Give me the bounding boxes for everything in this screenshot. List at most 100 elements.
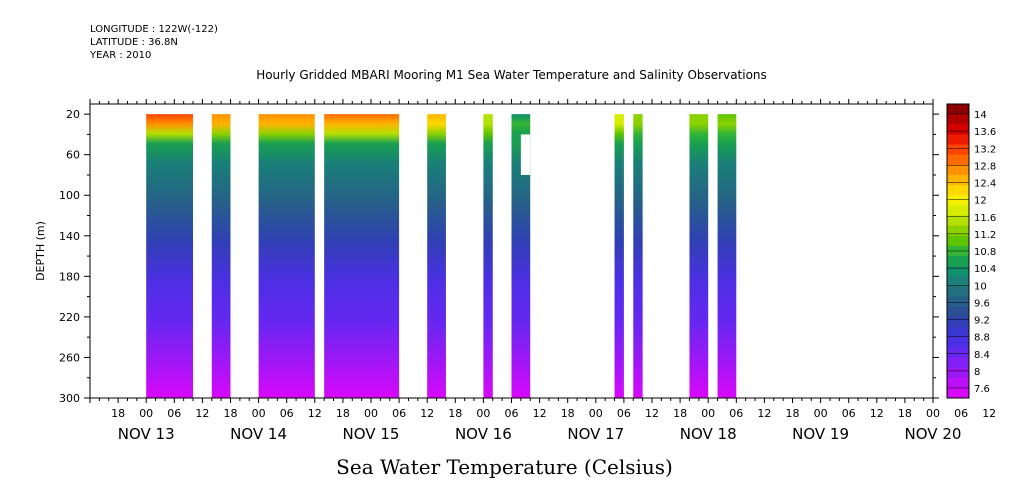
colorbar-swatch — [947, 195, 969, 206]
latitude-label: LATITUDE : 36.8N — [90, 37, 178, 48]
y-tick-label: 140 — [59, 230, 80, 243]
x-hour-tick-label: 18 — [786, 407, 800, 420]
colorbar-swatch — [947, 164, 969, 176]
colorbar-swatch — [947, 174, 969, 186]
colorbar-swatch — [947, 337, 969, 348]
data-segments — [146, 114, 737, 398]
x-day-label: NOV 13 — [118, 425, 175, 443]
y-tick-label: 260 — [59, 351, 80, 364]
colorbar-swatch — [947, 276, 969, 287]
data-segment — [427, 114, 446, 398]
colorbar-swatch — [947, 316, 969, 328]
data-segment — [258, 114, 315, 398]
y-tick-label: 20 — [66, 108, 80, 121]
colorbar-swatch — [947, 306, 969, 318]
colorbar-swatch — [947, 367, 969, 379]
colorbar-label: 12.8 — [974, 161, 996, 172]
data-segment — [211, 114, 231, 398]
colorbar-swatch — [947, 327, 969, 338]
colorbar-swatch — [947, 124, 969, 135]
colorbar-swatch — [947, 256, 969, 267]
x-hour-tick-label: 06 — [505, 407, 519, 420]
data-segment — [511, 114, 531, 398]
x-hour-tick-label: 06 — [954, 407, 968, 420]
data-gap — [520, 134, 531, 175]
x-hour-tick-label: 12 — [870, 407, 884, 420]
x-hour-tick-label: 18 — [448, 407, 462, 420]
colorbar-label: 11.6 — [974, 213, 996, 224]
x-hour-tick-label: 00 — [814, 407, 828, 420]
colorbar-label: 11.2 — [974, 230, 996, 241]
x-day-label: NOV 19 — [792, 425, 849, 443]
x-hour-tick-label: 12 — [533, 407, 547, 420]
x-hour-tick-label: 00 — [589, 407, 603, 420]
colorbar-swatch — [947, 235, 969, 247]
x-hour-tick-label: 12 — [757, 407, 771, 420]
x-hour-tick-label: 18 — [224, 407, 238, 420]
x-hour-tick-label: 00 — [364, 407, 378, 420]
x-day-label: NOV 20 — [905, 425, 962, 443]
x-hour-tick-label: 00 — [701, 407, 715, 420]
colorbar-label: 12 — [974, 196, 987, 207]
data-segment — [633, 114, 643, 398]
colorbar-swatch — [947, 347, 969, 358]
year-label: YEAR : 2010 — [90, 50, 152, 61]
x-hour-tick-label: 00 — [252, 407, 266, 420]
y-tick-label: 100 — [59, 189, 80, 202]
axis-labels: 18 00 06 12 18 00 06 12 18 00 06 12 18 00 06 12 18 00 06 12… — [59, 108, 996, 443]
y-tick-label: 180 — [59, 270, 80, 283]
colorbar-swatch — [947, 387, 969, 399]
data-segment — [689, 114, 709, 398]
colorbar-label: 12.4 — [974, 179, 996, 190]
colorbar-label: 9.6 — [974, 298, 990, 309]
x-hour-tick-label: 18 — [336, 407, 350, 420]
x-day-label: NOV 16 — [455, 425, 512, 443]
x-day-label: NOV 17 — [567, 425, 624, 443]
colorbar-swatch — [947, 205, 969, 217]
colorbar-label: 8.4 — [974, 350, 990, 361]
colorbar: 14 13.6 13.2 12.8 12.4 12 11.6 11.2 10.8 10.4 10 9.… — [946, 103, 996, 399]
colorbar-label: 13.6 — [974, 127, 996, 138]
x-day-label: NOV 14 — [230, 425, 287, 443]
x-hour-tick-label: 06 — [842, 407, 856, 420]
x-hour-tick-label: 12 — [645, 407, 659, 420]
colorbar-label: 10 — [974, 281, 987, 292]
x-hour-tick-label: 00 — [476, 407, 490, 420]
colorbar-label: 8.8 — [974, 333, 990, 344]
x-hour-tick-label: 00 — [926, 407, 940, 420]
y-tick-label: 220 — [59, 311, 80, 324]
colorbar-swatch — [947, 225, 969, 237]
data-segment — [614, 114, 624, 398]
colorbar-label: 13.2 — [974, 144, 996, 155]
colorbar-swatch — [947, 286, 969, 298]
colorbar-swatch — [947, 266, 969, 277]
x-hour-tick-label: 00 — [139, 407, 153, 420]
colorbar-swatch — [947, 357, 969, 369]
colorbar-label: 10.4 — [974, 264, 996, 275]
data-segment — [146, 114, 194, 398]
x-hour-tick-label: 18 — [561, 407, 575, 420]
colorbar-swatch — [947, 296, 969, 308]
x-hour-tick-label: 06 — [167, 407, 181, 420]
y-tick-label: 300 — [59, 392, 80, 405]
colorbar-swatch — [947, 185, 969, 196]
colorbar-label: 9.2 — [974, 316, 990, 327]
x-hour-tick-label: 12 — [308, 407, 322, 420]
y-tick-label: 60 — [66, 149, 80, 162]
x-hour-tick-label: 18 — [111, 407, 125, 420]
data-segment — [324, 114, 400, 398]
x-hour-tick-label: 18 — [673, 407, 687, 420]
x-hour-tick-label: 12 — [420, 407, 434, 420]
chart-title: Sea Water Temperature (Celsius) — [336, 455, 673, 479]
data-segment — [717, 114, 737, 398]
x-hour-tick-label: 12 — [982, 407, 996, 420]
colorbar-swatch — [947, 154, 969, 166]
colorbar-swatch — [947, 215, 969, 227]
colorbar-label: 8 — [974, 367, 980, 378]
x-hour-tick-label: 06 — [392, 407, 406, 420]
plot-subtitle: Hourly Gridded MBARI Mooring M1 Sea Wate… — [256, 68, 767, 82]
x-hour-tick-label: 12 — [195, 407, 209, 420]
axis-ticks — [84, 99, 939, 403]
colorbar-label: 14 — [974, 110, 987, 121]
